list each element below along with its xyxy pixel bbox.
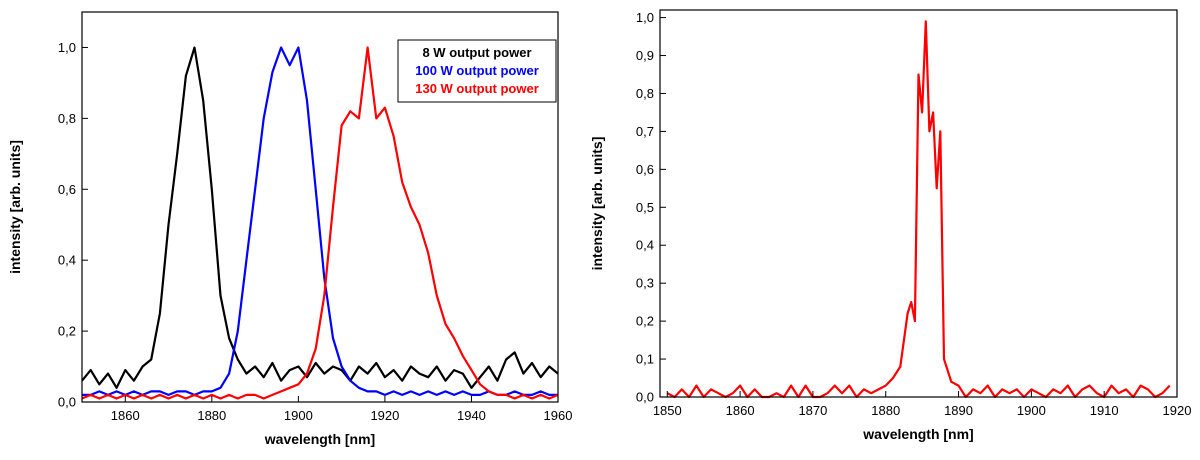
chart: 1860 1880 1900 1920 1940 1960 0,0 0,2 0,4 0,6 0,8 1… — [7, 11, 573, 447]
y-tick-label: 0,0 — [636, 390, 654, 405]
y-tick-label: 0,7 — [636, 124, 654, 139]
y-tick-label: 0,6 — [636, 162, 654, 177]
y-tick-label: 0,4 — [636, 238, 654, 253]
x-tick-label: 1900 — [284, 408, 313, 423]
x-axis-label: wavelength [nm] — [264, 431, 375, 447]
x-tick-label: 1920 — [370, 408, 399, 423]
y-tick-label: 0,8 — [636, 86, 654, 101]
y-tick-label: 0,2 — [636, 314, 654, 329]
x-tick-label: 1940 — [457, 408, 486, 423]
y-tick-label: 0,6 — [58, 182, 76, 197]
legend-label: 100 W output power — [415, 63, 539, 78]
chart: 1850 1860 1870 1880 1890 1900 1910 1920 0,0 0,1 0,… — [589, 9, 1192, 442]
x-tick-label: 1900 — [1017, 403, 1046, 418]
line — [81, 46, 559, 400]
line — [666, 20, 1171, 399]
y-axis-label: intensity [arb. units] — [589, 137, 605, 271]
x-tick-label: 1880 — [871, 403, 900, 418]
x-tick-label: 1920 — [1163, 403, 1192, 418]
x-tick-label: 1880 — [197, 408, 226, 423]
y-tick-label: 0,1 — [636, 352, 654, 367]
x-axis-label: wavelength [nm] — [862, 426, 973, 442]
x-tick-label: 1960 — [544, 408, 573, 423]
y-tick-label: 0,9 — [636, 48, 654, 63]
y-tick-label: 0,4 — [58, 253, 76, 268]
x-tick-label: 1860 — [111, 408, 140, 423]
y-tick-label: 0,2 — [58, 324, 76, 339]
legend-label: 130 W output power — [415, 81, 539, 96]
x-tick-label: 1850 — [653, 403, 682, 418]
y-axis-label: intensity [arb. units] — [7, 140, 23, 274]
x-tick-label: 1870 — [798, 403, 827, 418]
y-tick-label: 1,0 — [58, 40, 76, 55]
legend-label: 8 W output power — [422, 45, 531, 60]
x-tick-label: 1860 — [726, 403, 755, 418]
y-tick-label: 0,5 — [636, 200, 654, 215]
y-tick-label: 1,0 — [636, 10, 654, 25]
line — [82, 46, 558, 396]
legend-box — [397, 39, 557, 103]
y-tick-label: 0,3 — [636, 276, 654, 291]
x-tick-label: 1910 — [1090, 403, 1119, 418]
x-tick-label: 1890 — [944, 403, 973, 418]
y-tick-label: 0,0 — [58, 395, 76, 410]
y-tick-label: 0,8 — [58, 111, 76, 126]
plot-frame — [81, 11, 559, 403]
line — [81, 46, 559, 389]
plot-frame — [659, 9, 1178, 398]
